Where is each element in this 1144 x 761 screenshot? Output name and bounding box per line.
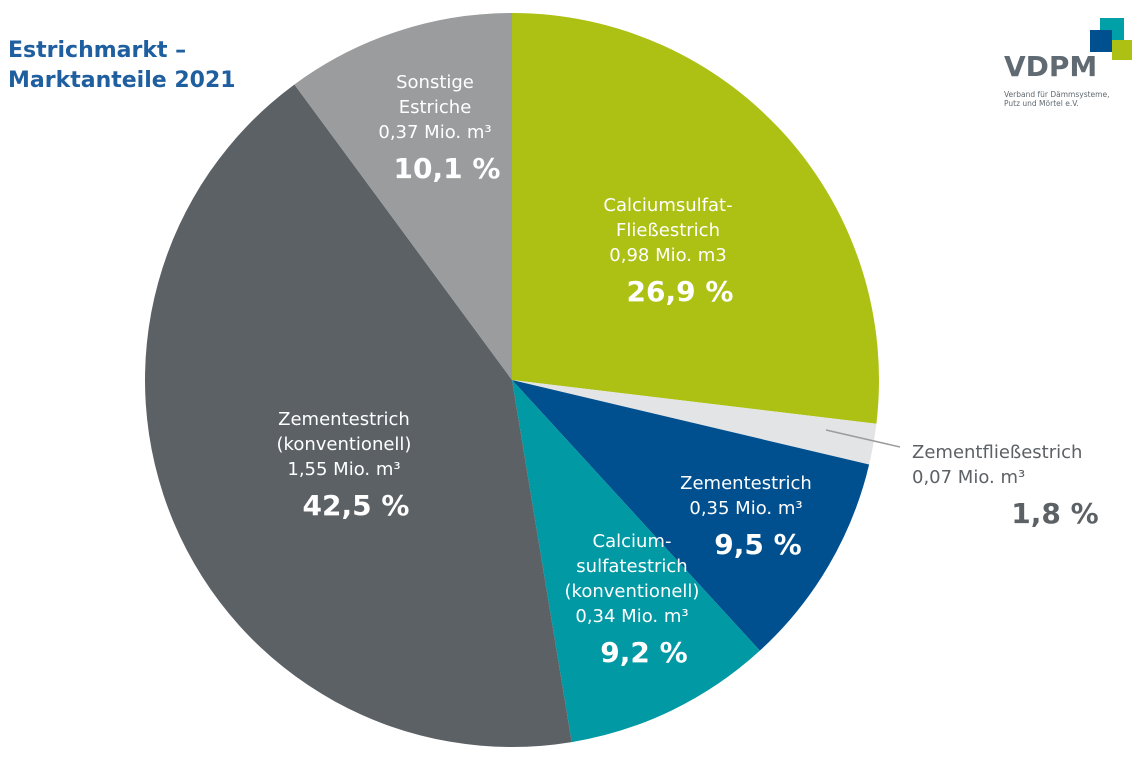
slice-percent: 10,1 %	[394, 152, 501, 185]
pie-slice	[512, 380, 760, 743]
slice-label: Zementfließestrich	[912, 442, 1082, 463]
slice-percent: 9,5 %	[714, 528, 801, 561]
slice-volume: 0,37 Mio. m³	[378, 122, 491, 143]
slice-label: (konventionell)	[277, 434, 412, 455]
slice-label-group: Calcium-sulfatestrich (konventionell) 0,34…	[565, 531, 700, 669]
slice-percent: 9,2 %	[600, 636, 687, 669]
slice-volume: 0,34 Mio. m³	[575, 606, 688, 627]
slice-label-group: Zementfließestrich 0,07 Mio. m³ 1,8 %	[912, 442, 1099, 530]
slice-label: Fließestrich	[616, 220, 720, 241]
slice-label: Calcium-	[593, 531, 672, 552]
logo-wordmark: VDPM	[1004, 50, 1098, 83]
slice-percent: 42,5 %	[303, 489, 410, 522]
logo-subtitle: Verband für Dämmsysteme, Putz und Mörtel…	[1004, 90, 1109, 108]
slice-volume: 1,55 Mio. m³	[287, 459, 400, 480]
chart-title: Estrichmarkt – Marktanteile 2021	[8, 36, 236, 96]
pie-slice	[512, 13, 879, 424]
slice-volume: 0,35 Mio. m³	[689, 498, 802, 519]
logo-square-green	[1112, 40, 1132, 60]
slice-label-group: Zementestrich (konventionell) 1,55 Mio. m³…	[277, 409, 412, 522]
slice-label-group: Sonstige Estriche 0,37 Mio. m³ 10,1 %	[378, 72, 500, 185]
pie-slice	[512, 380, 870, 651]
logo-subtitle-line-1: Verband für Dämmsysteme,	[1004, 90, 1110, 99]
logo-subtitle-line-2: Putz und Mörtel e.V.	[1004, 99, 1079, 108]
slice-volume: 0,07 Mio. m³	[912, 467, 1025, 488]
slice-label: Estriche	[399, 97, 472, 118]
pie-slice	[144, 84, 572, 747]
logo-square-blue	[1090, 30, 1112, 52]
slice-percent: 26,9 %	[627, 275, 734, 308]
slice-label: Zementestrich	[680, 473, 812, 494]
slice-label: Calciumsulfat-	[603, 195, 732, 216]
chart-title-line-1: Estrichmarkt –	[8, 38, 187, 63]
slice-label: sulfatestrich	[576, 556, 687, 577]
slice-volume: 0,98 Mio. m3	[609, 245, 726, 266]
slice-label: Zementestrich	[278, 409, 410, 430]
pie-slice	[294, 12, 512, 380]
slice-label-group: Zementestrich 0,35 Mio. m³ 9,5 %	[680, 473, 812, 561]
slice-label: Sonstige	[396, 72, 474, 93]
leader-line	[825, 429, 901, 448]
vdpm-logo: VDPM Verband für Dämmsysteme, Putz und M…	[1004, 14, 1134, 124]
slice-label-group: Calciumsulfat- Fließestrich 0,98 Mio. m3 26…	[603, 195, 733, 308]
slice-label: (konventionell)	[565, 581, 700, 602]
pie-slice	[512, 380, 877, 465]
slice-percent: 1,8 %	[1011, 497, 1098, 530]
chart-title-line-2: Marktanteile 2021	[8, 68, 236, 93]
